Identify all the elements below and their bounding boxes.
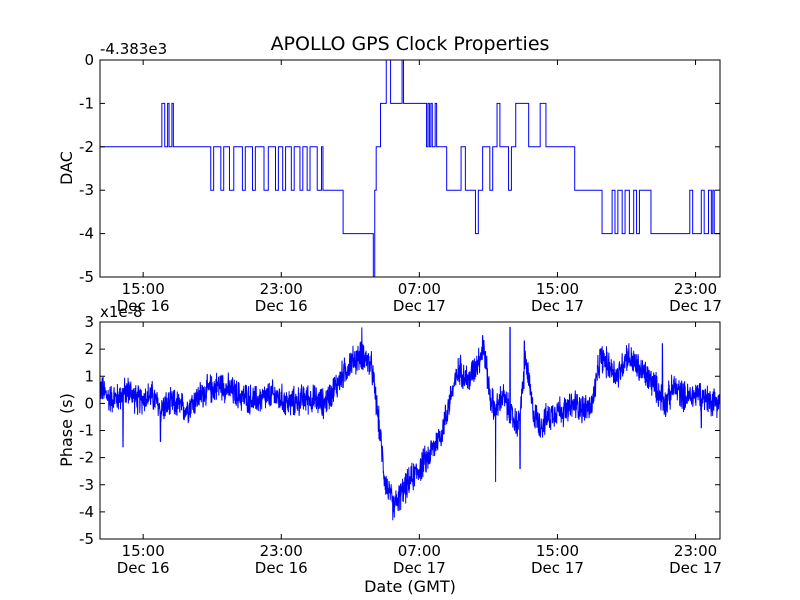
- dac-series: [100, 60, 720, 277]
- dac-y-tick-label: -3: [79, 181, 94, 199]
- dac-x-tick-date: Dec 17: [669, 297, 722, 315]
- phase-x-tick-time: 23:00: [260, 542, 303, 560]
- phase-y-tick-label: 2: [84, 340, 94, 358]
- phase-y-tick-label: -2: [79, 449, 94, 467]
- dac-axes-frame: [99, 59, 721, 278]
- dac-offset-label: -4.383e3: [100, 40, 167, 58]
- phase-y-axis-label: Phase (s): [57, 393, 76, 467]
- phase-series: [100, 326, 720, 521]
- phase-x-tick-date: Dec 16: [255, 559, 308, 577]
- dac-y-tick-label: -1: [79, 94, 94, 112]
- phase-x-tick-date: Dec 17: [393, 559, 446, 577]
- phase-x-tick-time: 15:00: [122, 542, 165, 560]
- phase-x-tick-time: 23:00: [674, 542, 717, 560]
- dac-x-tick-time: 15:00: [536, 280, 579, 298]
- dac-y-tick-label: -2: [79, 138, 94, 156]
- dac-x-tick-date: Dec 16: [117, 297, 170, 315]
- dac-x-tick-time: 15:00: [122, 280, 165, 298]
- phase-x-tick-date: Dec 17: [531, 559, 584, 577]
- dac-x-tick-date: Dec 17: [531, 297, 584, 315]
- dac-y-tick-label: -4: [79, 225, 94, 243]
- dac-x-tick-date: Dec 16: [255, 297, 308, 315]
- dac-y-tick-label: 0: [84, 51, 94, 69]
- phase-x-tick-time: 07:00: [398, 542, 441, 560]
- phase-x-tick-date: Dec 17: [669, 559, 722, 577]
- dac-x-tick-time: 23:00: [260, 280, 303, 298]
- x-axis-label: Date (GMT): [364, 577, 456, 596]
- phase-series-line: [100, 326, 720, 521]
- phase-y-tick-label: -4: [79, 503, 94, 521]
- dac-y-axis-label: DAC: [57, 151, 76, 185]
- phase-y-tick-label: 3: [84, 313, 94, 331]
- dac-y-tick-label: -5: [79, 268, 94, 286]
- dac-series-line: [100, 60, 720, 277]
- dac-x-tick-date: Dec 17: [393, 297, 446, 315]
- dac-x-tick-time: 23:00: [674, 280, 717, 298]
- phase-x-tick-date: Dec 16: [117, 559, 170, 577]
- dac-x-tick-time: 07:00: [398, 280, 441, 298]
- phase-y-tick-label: -3: [79, 476, 94, 494]
- phase-x-tick-time: 15:00: [536, 542, 579, 560]
- phase-y-tick-label: 1: [84, 367, 94, 385]
- phase-y-tick-label: 0: [84, 394, 94, 412]
- phase-y-tick-label: -5: [79, 530, 94, 548]
- phase-y-tick-label: -1: [79, 422, 94, 440]
- figure-title: APOLLO GPS Clock Properties: [271, 33, 550, 55]
- phase-offset-label: x1e-8: [100, 303, 143, 321]
